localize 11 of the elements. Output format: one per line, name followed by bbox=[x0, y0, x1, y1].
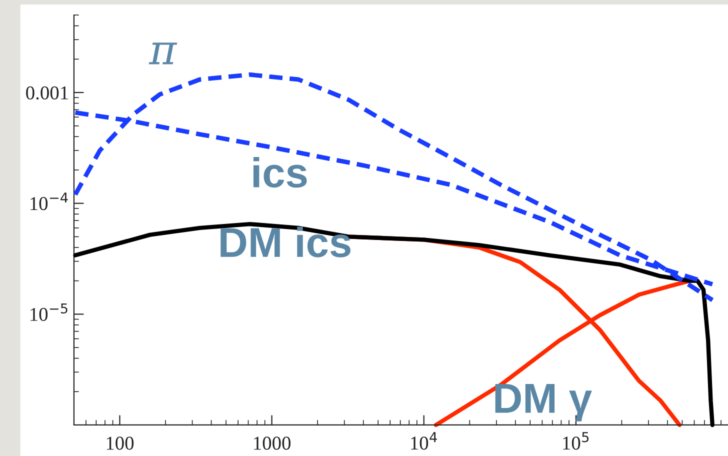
series-label: DM ics bbox=[220, 226, 350, 258]
series-label: π bbox=[148, 42, 178, 64]
x-tick-label: 10$^{4}$ bbox=[411, 432, 437, 450]
x-tick-label: 1000 bbox=[254, 436, 291, 450]
series-label: DM γ bbox=[495, 384, 592, 422]
series-label: ics bbox=[253, 157, 307, 188]
y-tick-label: 10$^{−4}$ bbox=[30, 192, 68, 210]
y-tick-label: 0.001 bbox=[26, 86, 68, 100]
x-tick-label: 10$^{5}$ bbox=[563, 432, 589, 450]
x-tick-label: 100 bbox=[106, 436, 134, 450]
y-tick-label: 10$^{−5}$ bbox=[30, 303, 68, 321]
